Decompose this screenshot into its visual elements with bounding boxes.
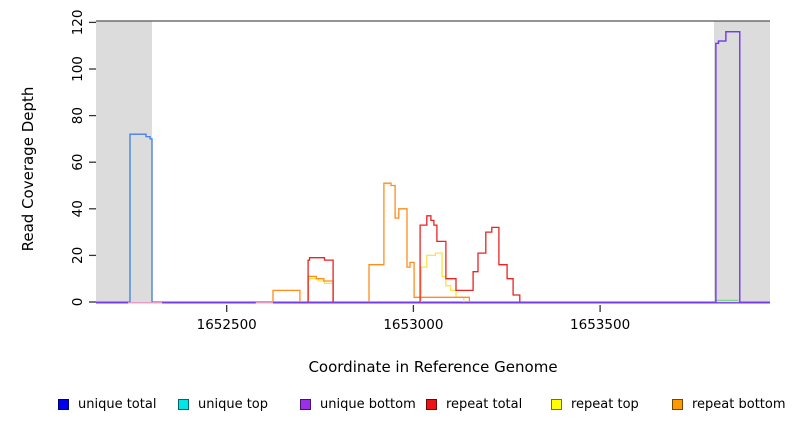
legend-item-unique-top: unique top [178, 394, 268, 414]
legend-label: repeat bottom [692, 396, 786, 412]
x-tick-label: 1653500 [570, 317, 630, 333]
legend-swatch-icon [551, 398, 562, 410]
y-tick-label: 80 [70, 107, 86, 124]
legend-swatch-icon [178, 398, 189, 410]
legend-swatch-icon [426, 398, 437, 410]
legend-swatch-icon [58, 398, 69, 410]
x-tick-label: 1653000 [383, 317, 443, 333]
series-repeat-bottom [307, 275, 334, 302]
legend-label: unique top [198, 396, 269, 412]
series-repeat-top [307, 278, 334, 302]
y-tick-label: 120 [70, 10, 86, 36]
legend-item-unique-bottom: unique bottom [300, 394, 416, 414]
legend-item-repeat-top: repeat top [551, 394, 639, 414]
y-tick-label: 60 [70, 154, 86, 171]
legend-item-repeat-bottom: repeat bottom [672, 394, 786, 414]
legend-item-repeat-total: repeat total [426, 394, 522, 414]
shaded-region [713, 21, 770, 303]
legend-label: unique bottom [320, 396, 416, 412]
legend-label: repeat total [446, 396, 523, 412]
legend-swatch-icon [672, 398, 683, 410]
legend: unique total unique top unique bottom repea… [0, 394, 792, 418]
y-tick-label: 40 [70, 200, 86, 217]
legend-swatch-icon [300, 398, 311, 410]
series-repeat-total [419, 215, 521, 302]
x-tick-label: 1652500 [197, 317, 257, 333]
series-unique-bottom [715, 31, 741, 302]
series-repeat-total [307, 257, 334, 302]
series-repeat-bottom [368, 182, 471, 302]
x-axis-label: Coordinate in Reference Genome [308, 358, 558, 376]
series-unique-total [96, 31, 770, 303]
series-repeat-bottom [272, 289, 301, 302]
legend-label: unique total [78, 396, 157, 412]
y-tick-label: 20 [70, 247, 86, 264]
y-tick-label: 0 [70, 298, 86, 307]
y-axis-label: Read Coverage Depth [19, 86, 37, 252]
y-tick-label: 100 [70, 56, 86, 82]
legend-item-unique-total: unique total [58, 394, 156, 414]
shaded-region [96, 21, 153, 303]
series-repeat-top [420, 252, 465, 302]
legend-label: repeat top [571, 396, 639, 412]
